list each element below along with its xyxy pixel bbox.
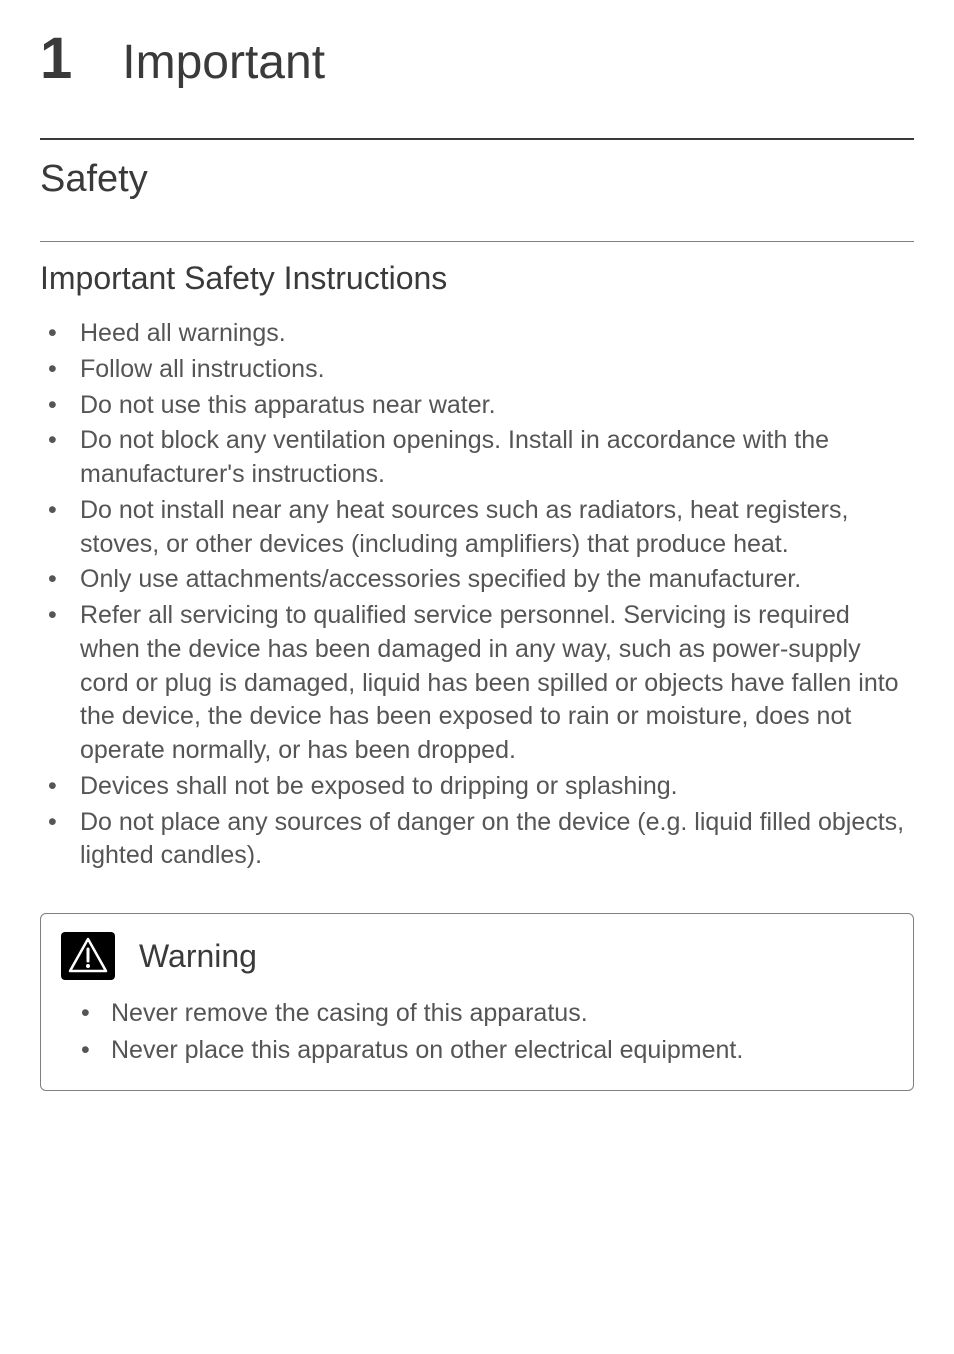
warning-icon bbox=[61, 932, 115, 980]
safety-instructions-list: Heed all warnings. Follow all instructio… bbox=[40, 317, 914, 873]
warning-title: Warning bbox=[139, 938, 257, 975]
section-divider bbox=[40, 138, 914, 140]
list-item: Heed all warnings. bbox=[40, 317, 914, 351]
list-item: Do not place any sources of danger on th… bbox=[40, 806, 914, 874]
section-title: Safety bbox=[40, 158, 914, 201]
list-item: Devices shall not be exposed to dripping… bbox=[40, 770, 914, 804]
chapter-header: 1 Important bbox=[40, 30, 914, 88]
list-item: Follow all instructions. bbox=[40, 353, 914, 387]
list-item: Do not block any ventilation openings. I… bbox=[40, 424, 914, 492]
warning-header: Warning bbox=[61, 932, 893, 980]
chapter-number: 1 bbox=[40, 30, 72, 88]
list-item: Only use attachments/accessories specifi… bbox=[40, 563, 914, 597]
warning-box: Warning Never remove the casing of this … bbox=[40, 913, 914, 1091]
list-item: Do not install near any heat sources suc… bbox=[40, 494, 914, 562]
list-item: Do not use this apparatus near water. bbox=[40, 389, 914, 423]
subsection-divider bbox=[40, 241, 914, 242]
warning-list: Never remove the casing of this apparatu… bbox=[61, 996, 893, 1068]
subsection-title: Important Safety Instructions bbox=[40, 260, 914, 297]
list-item: Refer all servicing to qualified service… bbox=[40, 599, 914, 768]
list-item: Never place this apparatus on other elec… bbox=[61, 1033, 893, 1068]
list-item: Never remove the casing of this apparatu… bbox=[61, 996, 893, 1031]
chapter-title: Important bbox=[122, 39, 325, 87]
